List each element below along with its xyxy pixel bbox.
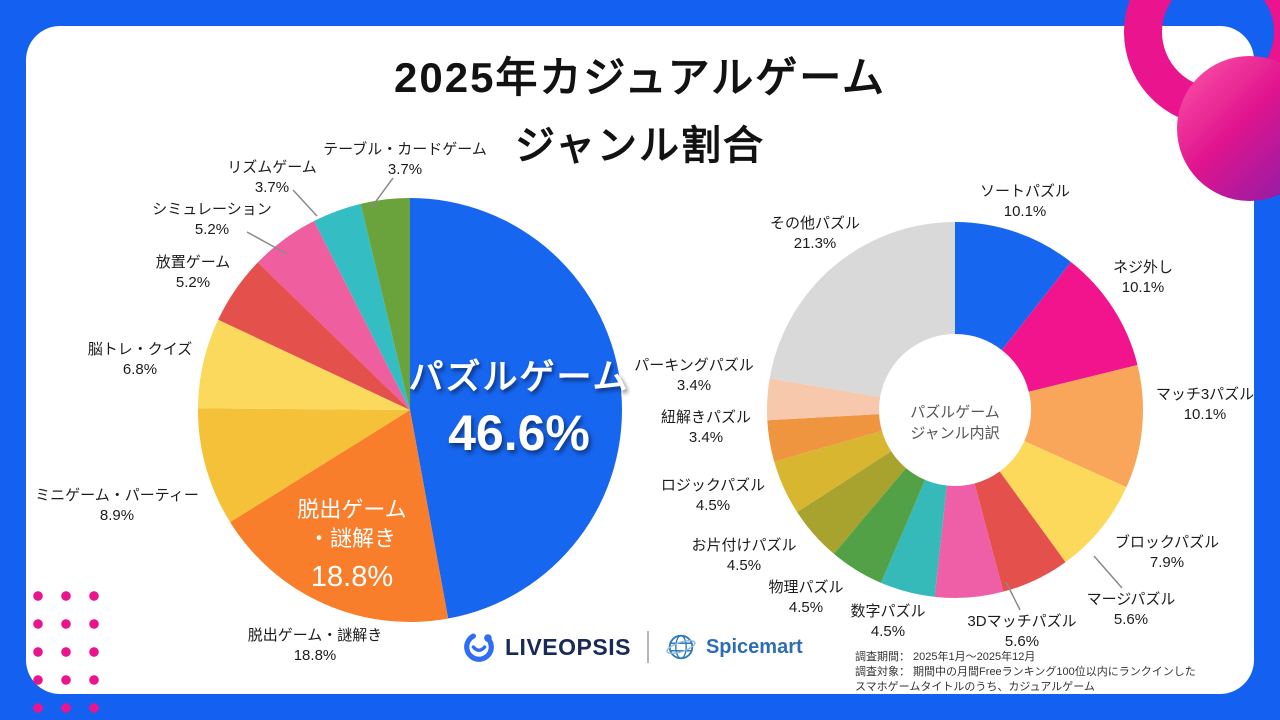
pie-secondary-slice-label: 脱出ゲーム ・謎解き 18.8% — [297, 496, 406, 597]
survey-note-line2: 調査対象： 期間中の月間Freeランキング100位以内にランクインした — [855, 665, 1196, 678]
pie-slice-ロジックパズル — [774, 430, 892, 513]
pie-slice-ソートパズル — [955, 222, 1071, 351]
page-title-line2: ジャンル割合 — [515, 124, 765, 168]
liveopsis-logo-text: LIVEOPSIS — [505, 633, 631, 660]
pie-slice-紐解きパズル — [767, 414, 882, 462]
pie-slice-パズルゲーム — [410, 198, 622, 619]
pie-main-slice-name: パズルゲーム — [408, 358, 630, 397]
pie-slice-パーキングパズル — [767, 378, 881, 421]
pie-slice-マッチ3パズル — [1024, 364, 1143, 488]
pie-slice-ネジ外し — [1001, 262, 1138, 392]
spicemart-globe-icon — [665, 631, 697, 663]
page-title: 2025年カジュアルゲーム ジャンル割合 — [0, 44, 1280, 171]
pie-slice-テーブル・カードゲーム — [360, 198, 410, 410]
pie-slice-ブロックパズル — [999, 441, 1127, 563]
pie-main-slice-label: パズルゲーム 46.6% — [409, 349, 630, 462]
pie-secondary-slice-name-line2: ・謎解き — [307, 525, 396, 551]
spicemart-logo-text: Spicemart — [705, 635, 803, 658]
pie-slice-数字パズル — [880, 479, 947, 597]
pie-slice-リズムゲーム — [313, 203, 410, 410]
pie-secondary-slice-percent: 18.8% — [310, 561, 394, 594]
donut-center-line2: ジャンル内訳 — [910, 425, 1000, 442]
casual-game-genre-pie-chart — [198, 198, 622, 622]
pie-slice-お片付けパズル — [797, 451, 906, 554]
pie-slice-3Dマッチパズル — [934, 483, 1004, 598]
footer-logos: LIVEOPSIS Spicemart — [462, 630, 803, 664]
pie-secondary-slice-name-line1: 脱出ゲーム — [297, 497, 407, 522]
logo-divider — [646, 631, 649, 663]
pie-main-slice-percent: 46.6% — [448, 405, 590, 461]
pie-slice-シミュレーション — [257, 220, 410, 410]
pie-slice-放置ゲーム — [218, 262, 410, 410]
page-title-line1: 2025年カジュアルゲーム — [394, 54, 886, 101]
donut-center-line1: パズルゲーム — [910, 404, 1000, 421]
donut-center-label: パズルゲーム ジャンル内訳 — [910, 402, 1000, 444]
survey-note: 調査期間： 2025年1月～2025年12月 調査対象： 期間中の月間Freeラ… — [855, 650, 1196, 695]
survey-note-line3: スマホゲームタイトルのうち、カジュアルゲーム — [855, 680, 1095, 693]
pie-slice-物理パズル — [833, 468, 926, 583]
liveopsis-logo-icon — [462, 630, 496, 664]
pie-slice-ミニゲーム・パーティー — [198, 408, 410, 523]
pie-slice-マージパズル — [974, 471, 1066, 592]
pie-slice-脳トレ・クイズ — [198, 319, 410, 410]
survey-note-line1: 調査期間： 2025年1月～2025年12月 — [855, 651, 1036, 663]
puzzle-breakdown-donut-chart — [767, 222, 1143, 598]
pie-slice-その他パズル — [769, 222, 955, 398]
pie-slice-脱出ゲーム・謎解き — [230, 410, 449, 622]
